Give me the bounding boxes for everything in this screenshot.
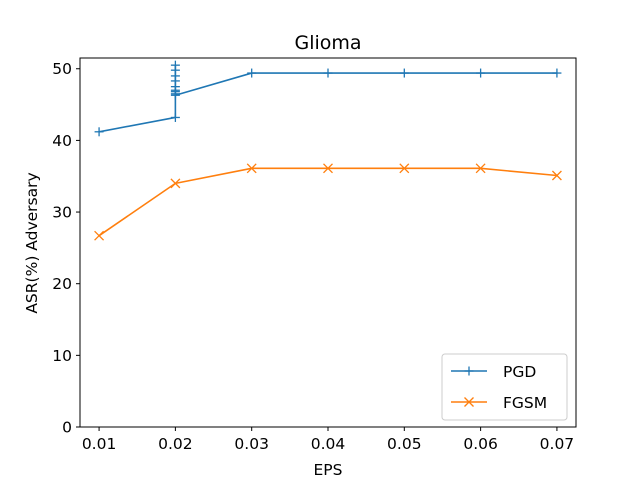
legend-label-fgsm: FGSM [503,394,547,412]
legend-marker-pgd [464,366,474,376]
data-point-fgsm [246,163,257,174]
data-point-pgd [476,68,486,78]
x-tick-label: 0.06 [463,435,498,453]
legend: PGD FGSM [441,353,568,421]
x-tick-label: 0.03 [234,435,269,453]
x-tick-label: 0.02 [158,435,193,453]
data-point-fgsm [399,163,410,174]
data-point-fgsm-d2 [246,163,257,174]
data-point-fgsm-d2 [323,163,333,174]
data-point-pgd [247,68,257,78]
data-point-pgd [170,112,180,122]
x-tick-label: 0.04 [311,435,346,453]
y-tick-label: 20 [52,275,72,293]
x-axis-label: EPS [314,461,343,479]
y-tick-label: 0 [62,419,72,437]
y-axis-label: ASR(%) Adversary [23,172,41,313]
data-point-fgsm [94,230,105,241]
x-tick-label: 0.07 [540,435,575,453]
plot-area: 0.01 0.02 0.03 0.04 0.05 0.06 0.07 0 10 20 30 40 50 [52,57,577,453]
x-tick-label: 0.01 [82,435,117,453]
data-point-pgd [552,68,562,78]
data-point-pgd [399,68,409,78]
data-point-fgsm-d2 [475,163,486,174]
data-point-fgsm [475,163,486,174]
data-point-pgd [323,68,333,78]
data-point-fgsm-d2 [94,230,105,241]
legend-label-pgd: PGD [503,363,536,381]
data-point-fgsm-d2 [170,178,181,189]
data-point-fgsm [170,178,181,189]
data-point-pgd [94,127,104,137]
x-tick-label: 0.05 [387,435,422,453]
y-tick-label: 30 [52,204,72,222]
y-tick-label: 40 [52,132,72,150]
series-line-fgsm [98,167,557,237]
chart-title: Glioma [294,32,361,54]
data-point-pgd [170,90,180,100]
data-point-fgsm-d2 [399,163,410,174]
legend-marker-fgsm-d2 [464,397,474,407]
y-tick-label: 10 [52,347,72,365]
y-tick-label: 50 [52,60,72,78]
data-point-fgsm-d2 [551,170,562,181]
legend-marker-fgsm [464,397,474,407]
data-point-fgsm [323,163,333,174]
data-point-fgsm [551,170,562,181]
